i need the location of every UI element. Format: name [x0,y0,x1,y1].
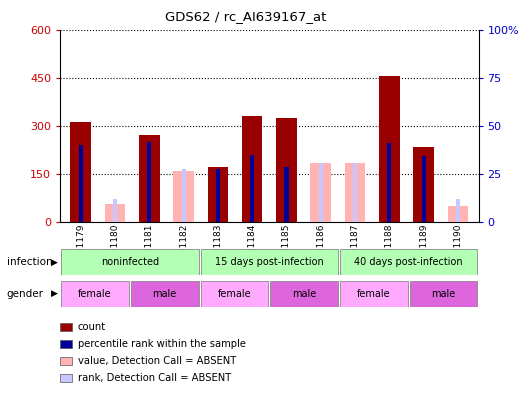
Text: gender: gender [7,289,44,299]
Bar [340,249,477,275]
Bar [353,162,357,222]
Bar [276,118,297,222]
Text: female: female [218,289,251,299]
Bar [422,156,426,222]
Bar [208,168,228,222]
Bar [147,142,151,222]
Bar [250,154,254,222]
Text: ▶: ▶ [51,289,58,298]
Bar [270,281,338,307]
Bar [113,199,117,222]
Bar [71,122,91,222]
Text: count: count [78,322,106,332]
Text: 15 days post-infection: 15 days post-infection [215,257,324,267]
Text: infection: infection [7,257,52,267]
Text: female: female [78,289,112,299]
Text: GDS62 / rc_AI639167_at: GDS62 / rc_AI639167_at [165,10,326,23]
Bar [285,168,289,222]
Text: male: male [292,289,316,299]
Bar [413,147,434,222]
Bar [242,116,263,222]
Text: male: male [153,289,177,299]
Text: 40 days post-infection: 40 days post-infection [355,257,463,267]
Bar [173,171,194,222]
Bar [201,249,338,275]
Bar [410,281,477,307]
Bar [105,204,126,222]
Bar [311,162,331,222]
Text: noninfected: noninfected [101,257,159,267]
Text: male: male [431,289,456,299]
Bar [319,162,323,222]
Text: ▶: ▶ [51,258,58,267]
Bar [201,281,268,307]
Text: percentile rank within the sample: percentile rank within the sample [78,339,246,349]
Bar [61,249,199,275]
Text: value, Detection Call = ABSENT: value, Detection Call = ABSENT [78,356,236,366]
Bar [61,281,129,307]
Bar [388,143,391,222]
Bar [340,281,408,307]
Bar [456,199,460,222]
Bar [181,169,186,222]
Bar [131,281,199,307]
Bar [78,145,83,222]
Text: female: female [357,289,391,299]
Bar [139,135,160,222]
Text: rank, Detection Call = ABSENT: rank, Detection Call = ABSENT [78,373,231,383]
Bar [345,162,366,222]
Bar [216,169,220,222]
Bar [379,76,400,222]
Bar [448,206,468,222]
